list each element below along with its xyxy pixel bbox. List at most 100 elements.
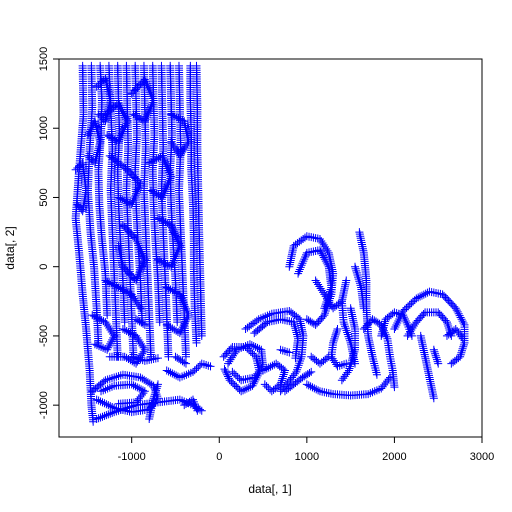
data-point bbox=[146, 90, 155, 99]
data-point bbox=[161, 185, 170, 194]
data-point bbox=[252, 316, 261, 325]
data-point bbox=[161, 218, 170, 227]
data-point bbox=[102, 411, 111, 420]
data-point bbox=[431, 349, 440, 358]
data-point bbox=[451, 304, 460, 313]
data-point bbox=[192, 364, 201, 373]
data-point bbox=[351, 262, 360, 271]
data-point bbox=[390, 383, 399, 392]
x-tick-label: 1000 bbox=[295, 451, 319, 463]
data-point bbox=[90, 312, 99, 321]
data-point bbox=[139, 259, 148, 268]
data-point bbox=[155, 318, 164, 327]
data-point bbox=[172, 371, 181, 380]
data-point bbox=[180, 358, 189, 367]
data-point bbox=[344, 332, 353, 341]
data-point bbox=[430, 347, 439, 356]
data-point bbox=[305, 369, 314, 378]
data-point bbox=[152, 154, 161, 163]
data-point bbox=[429, 394, 438, 403]
data-point bbox=[169, 256, 178, 265]
data-point bbox=[394, 317, 403, 325]
data-point bbox=[132, 190, 141, 198]
data-point bbox=[297, 261, 306, 270]
data-point bbox=[115, 101, 124, 110]
data-point bbox=[118, 352, 127, 361]
data-point bbox=[330, 332, 339, 341]
data-point bbox=[106, 409, 115, 418]
data-point bbox=[106, 339, 115, 348]
data-point bbox=[181, 317, 190, 326]
data-point bbox=[73, 164, 82, 173]
data-point bbox=[162, 183, 171, 192]
data-point bbox=[91, 119, 100, 128]
data-point bbox=[345, 364, 354, 373]
data-point bbox=[308, 383, 317, 392]
data-point bbox=[114, 193, 123, 202]
data-point bbox=[349, 352, 358, 360]
data-point bbox=[144, 109, 153, 117]
data-point bbox=[295, 265, 304, 274]
data-point bbox=[458, 344, 467, 353]
data-point bbox=[93, 125, 102, 134]
data-point bbox=[354, 275, 363, 284]
data-point bbox=[92, 123, 101, 132]
data-point bbox=[129, 381, 138, 390]
data-point bbox=[107, 337, 116, 346]
data-point bbox=[322, 354, 331, 363]
data-point bbox=[105, 278, 114, 287]
data-point bbox=[279, 372, 288, 381]
data-point bbox=[343, 330, 352, 339]
data-point bbox=[337, 376, 346, 385]
data-point bbox=[122, 119, 131, 128]
data-point bbox=[125, 199, 134, 208]
data-point bbox=[171, 231, 180, 240]
data-point bbox=[163, 260, 172, 269]
data-point bbox=[401, 316, 410, 325]
data-point bbox=[159, 217, 168, 226]
data-point bbox=[134, 183, 143, 192]
data-point bbox=[101, 276, 110, 285]
data-point bbox=[166, 368, 175, 377]
data-point bbox=[110, 331, 119, 340]
data-point bbox=[138, 249, 147, 258]
data-point bbox=[131, 111, 140, 120]
data-point bbox=[136, 266, 145, 275]
data-point bbox=[136, 179, 145, 188]
data-point bbox=[390, 325, 399, 333]
data-point bbox=[223, 370, 232, 379]
data-point bbox=[96, 397, 105, 406]
data-point bbox=[150, 155, 159, 164]
data-point bbox=[421, 289, 430, 298]
data-point bbox=[101, 344, 110, 353]
data-point bbox=[123, 117, 132, 126]
data-point bbox=[102, 400, 111, 409]
data-point bbox=[320, 304, 329, 313]
data-point bbox=[326, 285, 335, 294]
data-point bbox=[128, 329, 137, 338]
data-point bbox=[377, 329, 386, 338]
data-point bbox=[148, 98, 157, 107]
data-point bbox=[261, 319, 270, 328]
data-point bbox=[162, 162, 171, 171]
data-point bbox=[155, 256, 164, 265]
data-point bbox=[267, 387, 276, 396]
data-point bbox=[459, 342, 468, 351]
data-point bbox=[114, 399, 123, 408]
data-point bbox=[380, 321, 389, 330]
data-point bbox=[224, 374, 233, 383]
data-point bbox=[71, 165, 80, 174]
data-point bbox=[221, 367, 230, 375]
data-point bbox=[321, 302, 330, 311]
data-point bbox=[182, 315, 191, 324]
data-point bbox=[108, 280, 117, 289]
data-point bbox=[112, 282, 121, 291]
data-point bbox=[172, 113, 181, 122]
data-point bbox=[231, 371, 240, 380]
data-point bbox=[318, 251, 327, 260]
data-point bbox=[301, 253, 310, 261]
data-point bbox=[251, 343, 260, 351]
data-point bbox=[165, 261, 174, 270]
data-point bbox=[206, 362, 215, 371]
data-point bbox=[149, 96, 158, 105]
